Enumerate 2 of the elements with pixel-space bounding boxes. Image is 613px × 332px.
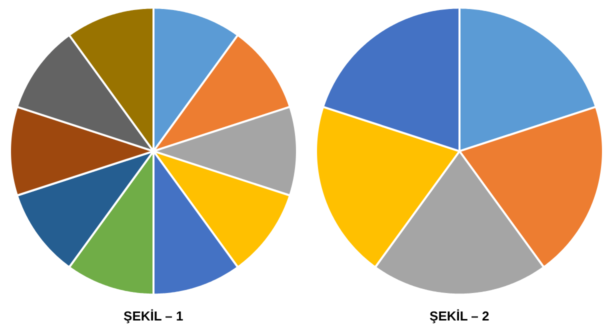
text: ŞEKİL – 2 (430, 308, 490, 324)
text: ŞEKİL – 1 (124, 308, 184, 324)
